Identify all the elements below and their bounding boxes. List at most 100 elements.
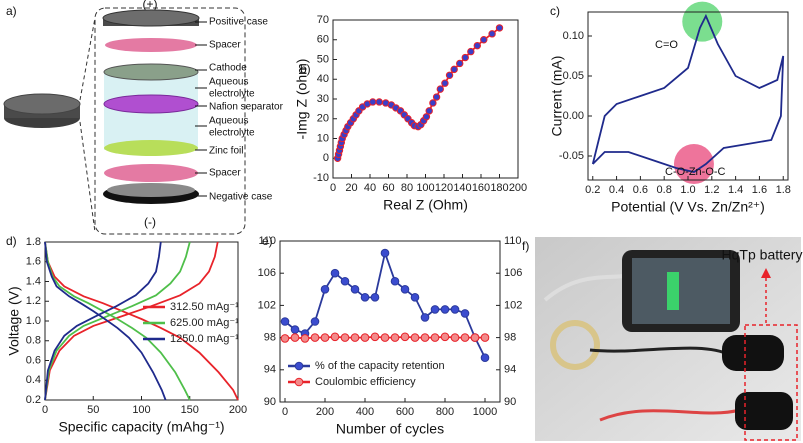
negative-case-inner (107, 183, 195, 197)
marker (495, 24, 504, 32)
layer-label: Negative case (209, 192, 273, 203)
y-tick-label: 1.8 (26, 236, 41, 248)
highlight-box (744, 324, 798, 441)
marker (400, 285, 410, 294)
layer-label: Cathode (209, 63, 247, 74)
marker (290, 333, 300, 342)
marker (310, 333, 320, 342)
marker (340, 276, 350, 286)
x-tick-label: 1.8 (776, 184, 791, 196)
marker (480, 353, 490, 363)
exploded-box (94, 7, 246, 235)
y-tick-label: 70 (317, 14, 329, 26)
marker (488, 30, 496, 38)
dash-line (79, 121, 96, 233)
marker (480, 333, 490, 342)
marker (330, 332, 340, 342)
marker (350, 333, 360, 342)
x-tick-label: 40 (364, 182, 376, 194)
pointer-head (761, 268, 771, 278)
x-axis-title: Real Z (Ohm) (383, 197, 468, 213)
marker (369, 98, 377, 106)
marker (440, 305, 450, 314)
series-line (591, 13, 785, 173)
cathode (103, 63, 199, 81)
marker (460, 333, 470, 342)
x-tick-label: 0.8 (657, 184, 672, 196)
y-axis-title: -Img Z (ohm) (294, 59, 310, 140)
panel-label: e) (262, 234, 273, 248)
marker (390, 333, 400, 342)
x-tick-label: 120 (435, 182, 453, 194)
y-tick-label: 0.10 (563, 30, 584, 42)
y-tick-label: 94 (264, 364, 276, 376)
marker (390, 276, 400, 286)
x-axis-title: Specific capacity (mAhg⁻¹) (58, 419, 224, 435)
x-tick-label: 1.6 (752, 184, 767, 196)
y2-tick-label: 102 (504, 299, 522, 311)
panel-label: b) (300, 62, 311, 76)
marker (440, 332, 450, 342)
marker (340, 333, 350, 342)
marker (380, 333, 390, 342)
battery-cell (722, 335, 784, 371)
x-tick-label: 0.4 (609, 184, 624, 196)
x-tick-label: 180 (490, 182, 508, 194)
x-tick-label: 0 (282, 406, 288, 418)
marker (330, 268, 340, 278)
x-tick-label: 0 (42, 404, 48, 416)
marker (461, 53, 469, 62)
series-line (44, 241, 191, 401)
marker (410, 333, 420, 342)
x-tick-label: 600 (396, 406, 414, 418)
annotation: C-O-Zn-O-C (665, 166, 726, 178)
layer-label: Spacer (209, 40, 241, 51)
marker (360, 333, 370, 342)
marker (290, 325, 300, 334)
y2-tick-label: 106 (504, 267, 522, 279)
dash-line (79, 17, 96, 101)
legend-marker (294, 361, 304, 371)
x-tick-label: 100 (416, 182, 434, 194)
y2-tick-label: 110 (504, 235, 522, 247)
annotation: C=O (655, 39, 678, 51)
y-tick-label: 0 (323, 152, 329, 164)
y-tick-label: 1.6 (26, 256, 41, 268)
y-tick-label: 50 (317, 53, 329, 65)
marker (456, 59, 464, 68)
marker (445, 71, 454, 80)
layer-label: Zinc foil (209, 146, 243, 157)
x-tick-label: 200 (509, 182, 527, 194)
layer-label: Positive case (209, 17, 268, 28)
y-tick-label: 0.2 (26, 394, 41, 406)
y-tick-label: 0.00 (563, 110, 584, 122)
marker (430, 333, 440, 342)
y-tick-label: 102 (258, 299, 276, 311)
marker (450, 65, 458, 74)
panel-label: f) (522, 239, 529, 253)
coin-cell-top (3, 93, 81, 115)
panel-label: c) (550, 4, 560, 18)
x-tick-label: 80 (401, 182, 413, 194)
layer-label: Nafion separator (209, 102, 284, 113)
x-tick-label: 20 (345, 182, 357, 194)
photo-caption: HqTp battery (722, 247, 803, 263)
marker (370, 332, 380, 342)
x-tick-label: 100 (132, 404, 150, 416)
marker (320, 285, 330, 294)
y-tick-label: 40 (317, 73, 329, 85)
marker (480, 36, 488, 44)
photo: f) HqTp battery (522, 237, 802, 441)
y2-tick-label: 90 (504, 396, 516, 408)
y-tick-label: 1.4 (26, 275, 41, 287)
x-tick-label: 50 (87, 404, 99, 416)
y-tick-label: 0.6 (26, 354, 41, 366)
marker (470, 333, 480, 342)
marker (441, 79, 449, 87)
panel-label: d) (6, 234, 17, 248)
battery-diagram: a) (+) (-) Positive case Spacer Cathode … (3, 0, 284, 235)
marker (280, 334, 290, 343)
x-tick-label: 200 (229, 404, 247, 416)
layer-label: Aqueous (209, 77, 248, 88)
legend-label: 312.50 mAg⁻¹ (170, 301, 239, 313)
